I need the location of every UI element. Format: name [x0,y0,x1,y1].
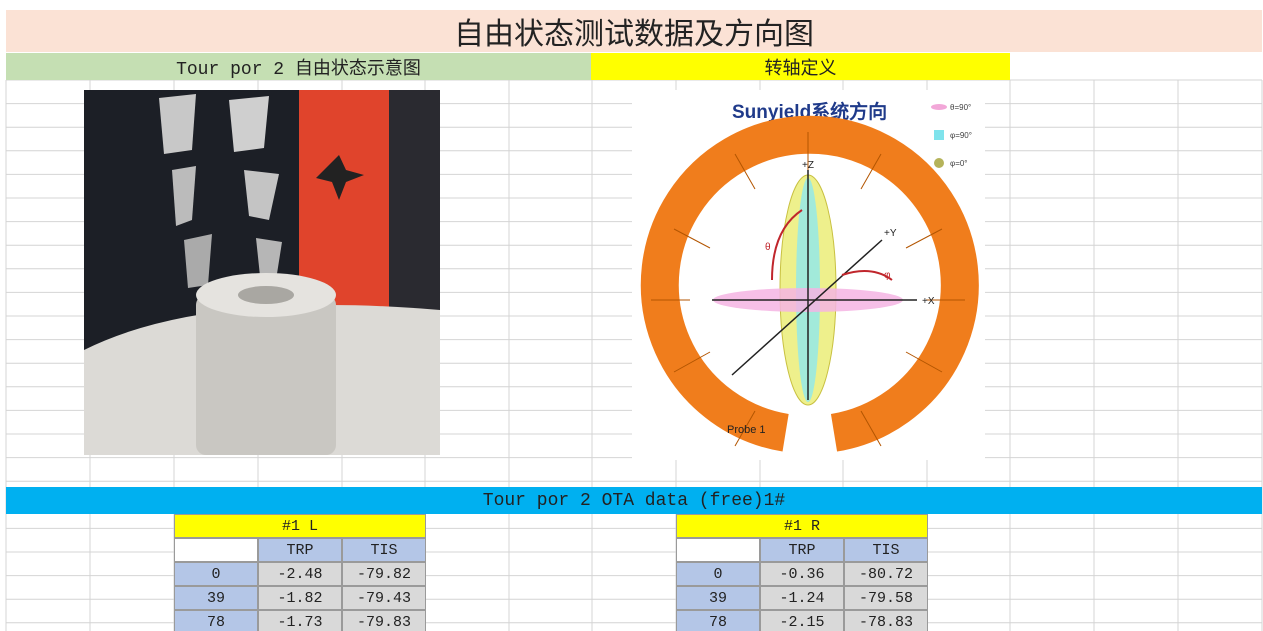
data-cell: -79.82 [342,562,426,586]
row-header: 0 [174,562,258,586]
column-header: TRP [258,538,342,562]
legend-text: φ=90° [950,131,972,140]
data-cell: -1.73 [258,610,342,631]
data-cell: -80.72 [844,562,928,586]
table-title: #1 L [174,514,426,538]
header-blank [174,538,258,562]
axis-text: +X [922,296,935,307]
angle-text: θ [765,242,771,253]
angle-text: φ [884,270,891,281]
table-title: #1 R [676,514,928,538]
legend-text: θ=90° [950,103,971,112]
column-header: TRP [760,538,844,562]
probe-text: Probe 1 [727,424,766,436]
data-cell: -78.83 [844,610,928,631]
data-cell: -2.48 [258,562,342,586]
ota-title: Tour por 2 OTA data (free)1# [6,487,1262,514]
data-cell: -79.43 [342,586,426,610]
legend-text: φ=0° [950,159,968,168]
data-cell: -0.36 [760,562,844,586]
row-header: 78 [174,610,258,631]
photo [84,90,440,455]
data-cell: -1.82 [258,586,342,610]
photo-label: Tour por 2 自由状态示意图 [6,53,591,80]
row-header: 39 [676,586,760,610]
header-blank [676,538,760,562]
spreadsheet: 自由状态测试数据及方向图 Tour por 2 自由状态示意图 转轴定义 Sun… [0,0,1263,631]
data-cell: -1.24 [760,586,844,610]
data-cell: -79.58 [844,586,928,610]
row-header: 78 [676,610,760,631]
data-cell: -2.15 [760,610,844,631]
column-header: TIS [342,538,426,562]
row-header: 39 [174,586,258,610]
sheet-title: 自由状态测试数据及方向图 [6,10,1262,52]
axis-label: 转轴定义 [591,53,1010,80]
row-header: 0 [676,562,760,586]
data-cell: -79.83 [342,610,426,631]
axis-text: +Z [802,160,814,171]
axis-diagram: Sunyield系统方向 θ=90° φ=90° φ=0° +Z +Y +X θ [632,90,985,460]
axis-text: +Y [884,228,897,239]
column-header: TIS [844,538,928,562]
